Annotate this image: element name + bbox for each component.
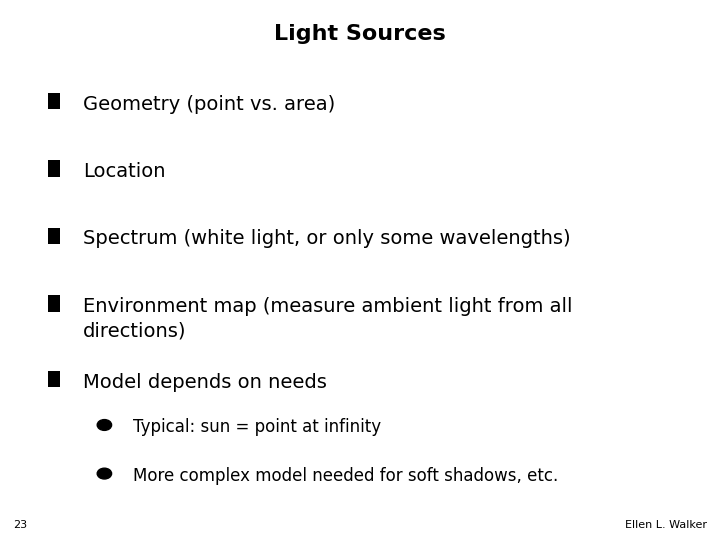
Circle shape <box>97 468 112 479</box>
FancyBboxPatch shape <box>48 93 60 109</box>
FancyBboxPatch shape <box>48 295 60 312</box>
Text: Geometry (point vs. area): Geometry (point vs. area) <box>83 94 335 113</box>
Text: Spectrum (white light, or only some wavelengths): Spectrum (white light, or only some wave… <box>83 230 570 248</box>
Text: Typical: sun = point at infinity: Typical: sun = point at infinity <box>133 418 382 436</box>
FancyBboxPatch shape <box>48 371 60 387</box>
Circle shape <box>97 420 112 430</box>
FancyBboxPatch shape <box>48 228 60 244</box>
Text: Environment map (measure ambient light from all
directions): Environment map (measure ambient light f… <box>83 297 572 340</box>
Text: Light Sources: Light Sources <box>274 24 446 44</box>
FancyBboxPatch shape <box>48 160 60 177</box>
Text: Model depends on needs: Model depends on needs <box>83 373 327 392</box>
Text: 23: 23 <box>13 520 27 530</box>
Text: Location: Location <box>83 162 166 181</box>
Text: Ellen L. Walker: Ellen L. Walker <box>625 520 707 530</box>
Text: More complex model needed for soft shadows, etc.: More complex model needed for soft shado… <box>133 467 559 485</box>
